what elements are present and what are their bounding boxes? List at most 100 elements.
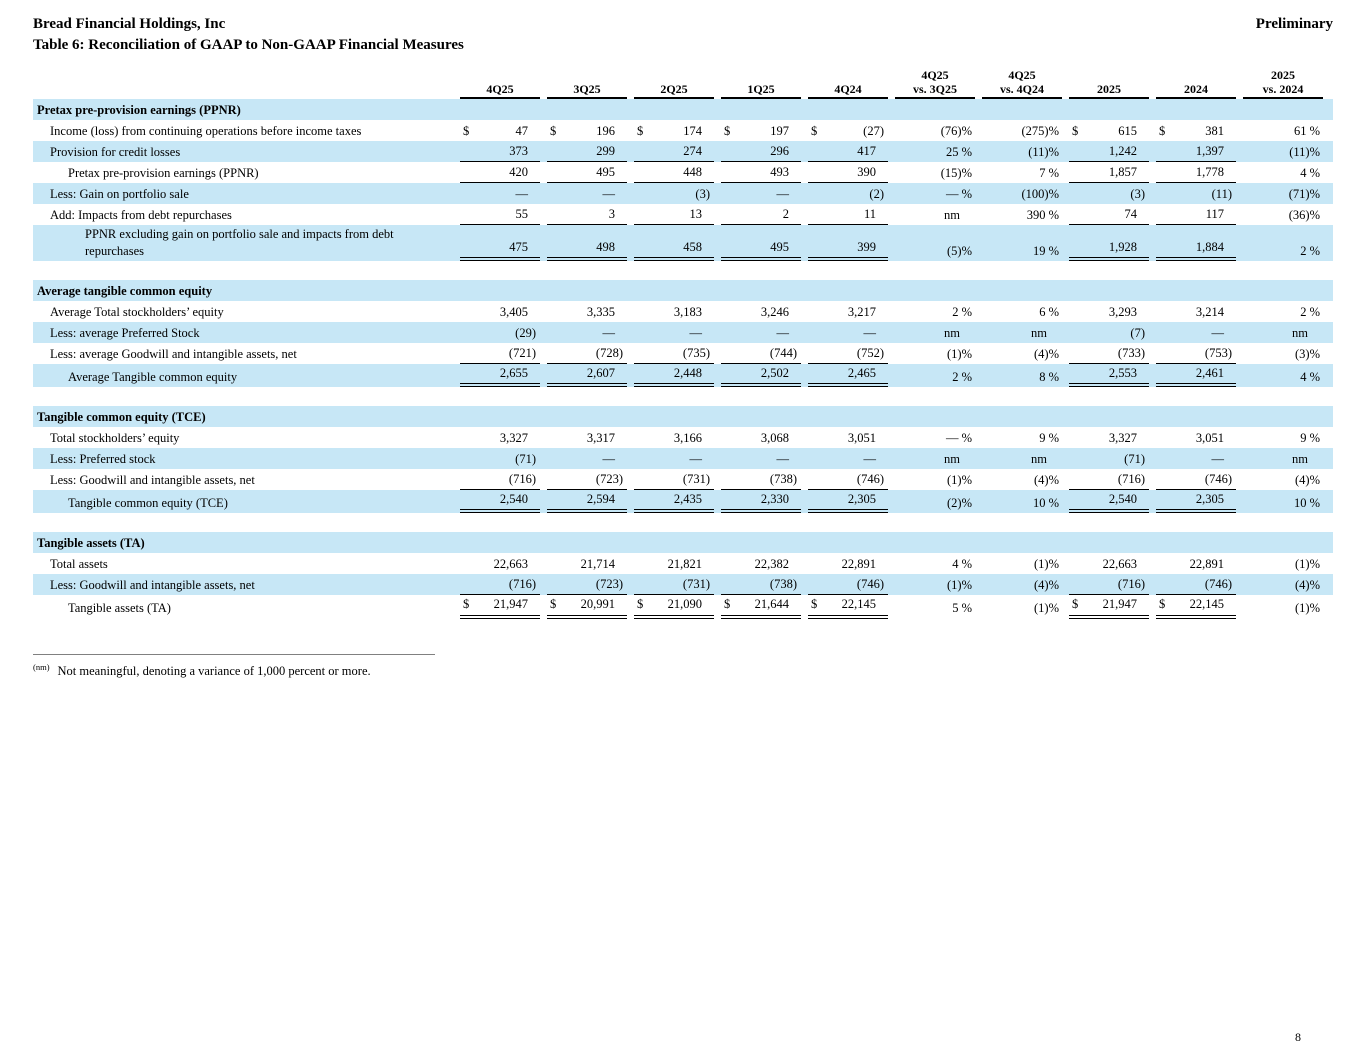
value-cell: 7 % [1039, 166, 1059, 181]
company-name: Bread Financial Holdings, Inc [33, 16, 226, 32]
value-cell: (36)% [1288, 208, 1320, 223]
value-cell: (5)% [947, 243, 972, 258]
value-cell: (7) [1130, 325, 1145, 340]
row-label: Total stockholders’ equity [50, 430, 180, 445]
section-title: Tangible assets (TA) [37, 536, 145, 551]
dollar-sign: $ [550, 124, 557, 139]
column-header: 3Q25 [547, 82, 627, 100]
value-cell: 2,448 [634, 364, 714, 388]
value-cell: 3,051 [1195, 430, 1224, 445]
value-cell: (11)% [1028, 145, 1059, 160]
value-cell: 3,166 [673, 430, 702, 445]
value-cell: $22,145 [808, 595, 888, 619]
value-cell: (2) [869, 187, 884, 202]
value-cell: — [689, 325, 703, 340]
row-label: Less: Goodwill and intangible assets, ne… [50, 472, 255, 487]
dollar-sign: $ [811, 124, 818, 139]
table-row: Pretax pre-provision earnings (PPNR) 420 4… [33, 162, 1333, 184]
value-cell: 4 % [952, 557, 972, 572]
value-cell: nm [1292, 451, 1308, 466]
value-cell: 10 % [1032, 496, 1059, 511]
value-cell: $21,644 [721, 595, 801, 619]
value-cell: nm [1031, 325, 1047, 340]
dollar-sign: $ [1159, 124, 1166, 139]
table-row: Less: average Goodwill and intangible as… [33, 343, 1333, 364]
value-cell: — % [945, 430, 972, 445]
section-spacer [33, 513, 1333, 532]
row-label: Tangible assets (TA) [68, 601, 171, 616]
row-label: Less: Preferred stock [50, 451, 156, 466]
row-label: Total assets [50, 557, 108, 572]
value-cell: (100)% [1021, 187, 1060, 202]
value-cell: 3,214 [1195, 304, 1224, 319]
table-row: Tangible assets (TA) $21,947 $20,991 $21,09… [33, 595, 1333, 619]
value-cell: (752) [808, 343, 888, 364]
value-cell: 22,663 [493, 557, 528, 572]
value-cell: 22,891 [841, 557, 876, 572]
dollar-sign: $ [637, 124, 644, 139]
value-cell: — [776, 187, 790, 202]
value-cell: (4)% [1034, 472, 1059, 487]
value-cell: 2,305 [808, 490, 888, 514]
page-number: 8 [1295, 1030, 1301, 1044]
value-cell: 25 % [945, 145, 972, 160]
value-cell: (71) [1124, 451, 1145, 466]
value-cell: (1)% [947, 346, 972, 361]
value-cell: (1)% [947, 578, 972, 593]
value-cell: 2 [721, 204, 801, 226]
value-cell: nm [944, 325, 960, 340]
value-cell: 3,051 [847, 430, 876, 445]
row-label: Pretax pre-provision earnings (PPNR) [68, 166, 259, 181]
value-cell: — [689, 451, 703, 466]
value-cell: (1)% [1295, 601, 1320, 616]
value-cell: $21,947 [460, 595, 540, 619]
value-cell: 3,405 [499, 304, 528, 319]
value-cell: 296 [721, 141, 801, 163]
value-cell: 3,335 [586, 304, 615, 319]
table-title: Table 6: Reconciliation of GAAP to Non-G… [33, 36, 464, 53]
section-title: Tangible common equity (TCE) [37, 409, 206, 424]
table-row: Less: Goodwill and intangible assets, ne… [33, 469, 1333, 491]
table-row: Tangible common equity (TCE) 2,540 2,594 2,… [33, 490, 1333, 514]
value-cell: 2,502 [721, 364, 801, 388]
row-label: Average Total stockholders’ equity [50, 304, 224, 319]
value-cell: (1)% [947, 472, 972, 487]
value-cell: $174 [637, 124, 702, 139]
dollar-sign: $ [1072, 597, 1079, 612]
dollar-sign: $ [637, 597, 644, 612]
column-header: 1Q25 [721, 82, 801, 100]
value-cell: nm [944, 451, 960, 466]
value-cell: (731) [634, 574, 714, 596]
value-cell: (1)% [1034, 601, 1059, 616]
value-cell: — [602, 451, 616, 466]
column-header: 4Q25 vs. 4Q24 [982, 68, 1062, 100]
value-cell: 2,330 [721, 490, 801, 514]
value-cell: 399 [808, 225, 888, 261]
value-cell: 2 % [1300, 304, 1320, 319]
table-row: Less: average Preferred Stock (29) — — — — nm n… [33, 321, 1333, 343]
reconciliation-table: 4Q25 3Q25 2Q25 1Q25 4Q24 4Q25 vs. 3Q25 4Q25 vs. … [33, 63, 1333, 637]
dollar-sign: $ [463, 124, 470, 139]
value-cell: — [515, 187, 529, 202]
value-cell: (716) [460, 574, 540, 596]
value-cell: (3)% [1295, 346, 1320, 361]
value-cell: 22,663 [1102, 557, 1137, 572]
value-cell: 2,461 [1156, 364, 1236, 388]
table-row: Add: Impacts from debt repurchases 55 3 13 2… [33, 204, 1333, 226]
value-cell: — % [945, 187, 972, 202]
value-cell: (71) [515, 451, 536, 466]
value-cell: (746) [1156, 574, 1236, 596]
value-cell: 390 [808, 162, 888, 184]
value-cell: 3,327 [499, 430, 528, 445]
dollar-sign: $ [1159, 597, 1166, 612]
value-cell: 3,183 [673, 304, 702, 319]
value-cell: 3,246 [760, 304, 789, 319]
value-cell: $20,991 [547, 595, 627, 619]
value-cell: $22,145 [1156, 595, 1236, 619]
value-cell: (738) [721, 469, 801, 491]
value-cell: (11)% [1289, 145, 1320, 160]
value-cell: 19 % [1032, 243, 1059, 258]
section-title: Pretax pre-provision earnings (PPNR) [37, 103, 241, 118]
value-cell: — [776, 451, 790, 466]
